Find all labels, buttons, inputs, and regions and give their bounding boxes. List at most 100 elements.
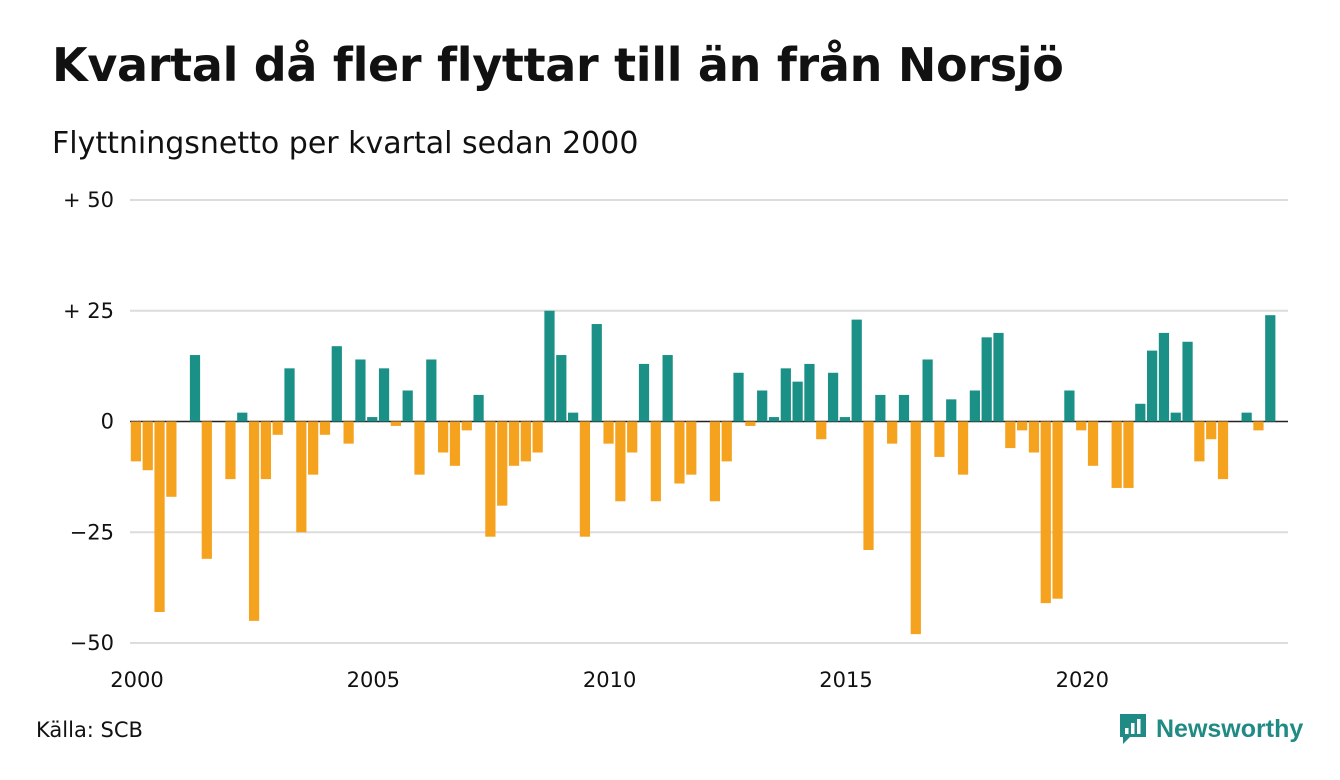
bar xyxy=(627,421,638,453)
bar xyxy=(1076,421,1087,431)
bar xyxy=(1147,350,1158,422)
bar xyxy=(201,421,212,559)
bar xyxy=(1170,412,1181,422)
bar xyxy=(686,421,697,475)
bar xyxy=(827,372,839,422)
bar xyxy=(461,421,472,431)
x-tick-label: 2015 xyxy=(819,668,872,692)
bar xyxy=(733,372,744,422)
bar xyxy=(1028,421,1040,453)
bar xyxy=(532,421,543,453)
source-note: Källa: SCB xyxy=(36,718,143,742)
y-tick-label: 0 xyxy=(101,410,114,434)
x-tick-label: 2005 xyxy=(347,668,400,692)
bar xyxy=(544,310,555,422)
y-axis-ticks: + 50 + 25 0 −25 −50 xyxy=(63,188,114,655)
x-tick-label: 2020 xyxy=(1056,668,1109,692)
bar xyxy=(485,421,496,537)
bar xyxy=(130,421,142,462)
bar xyxy=(390,421,401,426)
bar xyxy=(863,421,874,550)
bar xyxy=(875,394,886,422)
bar xyxy=(154,421,165,612)
bar xyxy=(355,359,366,422)
brand-name: Newsworthy xyxy=(1156,714,1304,743)
bar xyxy=(402,390,413,422)
bar xyxy=(662,355,673,422)
y-tick-label: −50 xyxy=(70,631,114,655)
bar xyxy=(189,355,201,422)
y-tick-label: + 25 xyxy=(63,299,114,323)
bar xyxy=(1123,421,1134,488)
bar xyxy=(225,421,236,480)
bar xyxy=(1017,421,1028,431)
bar xyxy=(757,390,768,422)
bar xyxy=(780,368,791,422)
bar-series xyxy=(130,310,1276,635)
bar xyxy=(473,394,484,422)
bar xyxy=(674,421,685,484)
bar xyxy=(508,421,520,466)
bar xyxy=(331,346,342,422)
bar xyxy=(910,421,921,635)
bar xyxy=(438,421,449,453)
bar xyxy=(497,421,508,506)
bar xyxy=(1194,421,1205,462)
bar xyxy=(768,417,780,422)
bar xyxy=(1064,390,1075,422)
x-axis-ticks: 2000 2005 2010 2015 2020 xyxy=(110,668,1109,692)
bar xyxy=(969,390,980,422)
bar xyxy=(1206,421,1217,440)
bar xyxy=(556,355,567,422)
bar xyxy=(816,421,827,440)
bar xyxy=(804,363,815,422)
chart-subtitle: Flyttningsnetto per kvartal sedan 2000 xyxy=(52,126,639,161)
chart-title: Kvartal då fler flyttar till än från Nor… xyxy=(52,38,1064,92)
bar xyxy=(1158,332,1170,422)
bar xyxy=(1005,421,1016,449)
bar-chart-speech-icon xyxy=(1120,714,1146,744)
bar xyxy=(957,421,969,475)
bar xyxy=(615,421,626,502)
bar xyxy=(319,421,331,435)
bar xyxy=(343,421,354,444)
bar xyxy=(237,412,248,422)
bar xyxy=(946,399,957,422)
bar xyxy=(792,381,803,422)
bar xyxy=(414,421,425,475)
bar xyxy=(1182,341,1193,422)
bar xyxy=(922,359,933,422)
bar xyxy=(260,421,271,480)
x-tick-label: 2000 xyxy=(110,668,163,692)
bar xyxy=(449,421,461,466)
y-tick-label: + 50 xyxy=(63,188,114,212)
bar xyxy=(142,421,153,471)
bar xyxy=(1087,421,1099,466)
bar xyxy=(426,359,437,422)
bar xyxy=(603,421,614,444)
bar xyxy=(568,412,579,422)
bar xyxy=(981,337,992,422)
bar xyxy=(1135,403,1146,422)
bar xyxy=(745,421,756,426)
bar xyxy=(650,421,661,502)
bar xyxy=(887,421,898,444)
bar xyxy=(1265,315,1276,422)
bar xyxy=(1253,421,1264,431)
bar xyxy=(709,421,721,502)
bar xyxy=(851,319,862,422)
bar xyxy=(898,394,910,422)
bar xyxy=(520,421,531,462)
bar xyxy=(1241,412,1252,422)
bar xyxy=(284,368,295,422)
bar xyxy=(272,421,283,435)
bar xyxy=(1040,421,1051,604)
bar xyxy=(248,421,260,621)
bar xyxy=(166,421,177,497)
bar xyxy=(367,417,378,422)
bar xyxy=(378,368,390,422)
bar xyxy=(591,324,602,422)
y-tick-label: −25 xyxy=(70,520,114,544)
bar xyxy=(1217,421,1229,480)
